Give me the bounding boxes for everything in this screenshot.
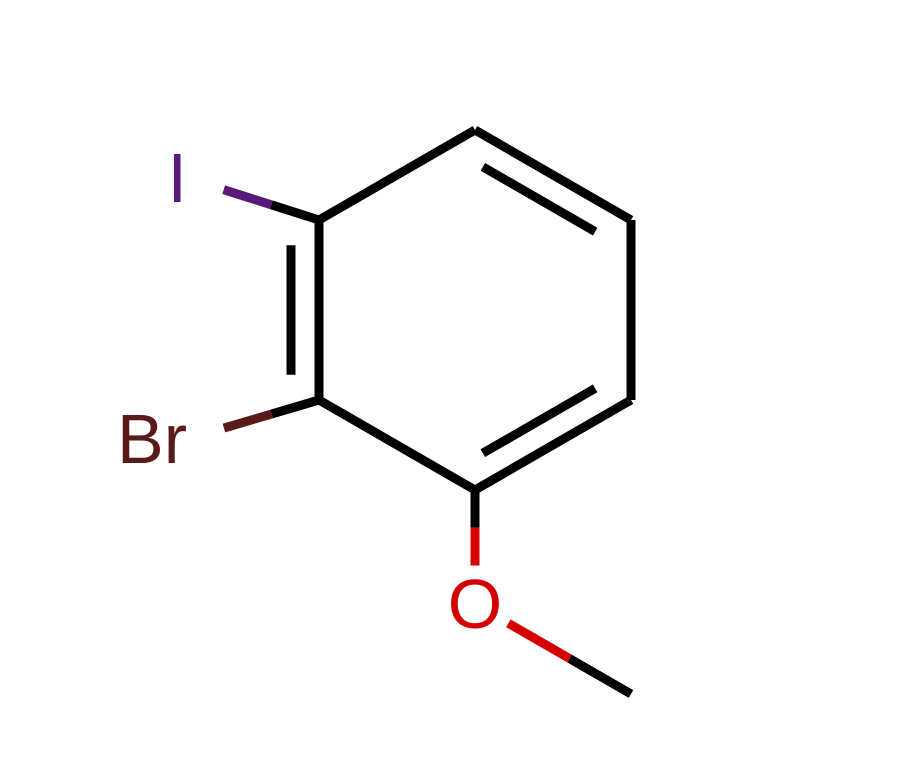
bond [224,414,272,428]
molecule-diagram: I Br O [0,0,897,777]
atom-label-br: Br [117,400,187,478]
bond [271,400,319,414]
bond [319,400,475,490]
bond [224,190,272,205]
bond [319,130,475,220]
atom-label-o: O [448,565,502,643]
bond [483,388,595,453]
bond [508,623,569,658]
bond [570,659,631,694]
bond [483,167,595,232]
bond [271,205,319,220]
atom-label-i: I [168,139,187,217]
